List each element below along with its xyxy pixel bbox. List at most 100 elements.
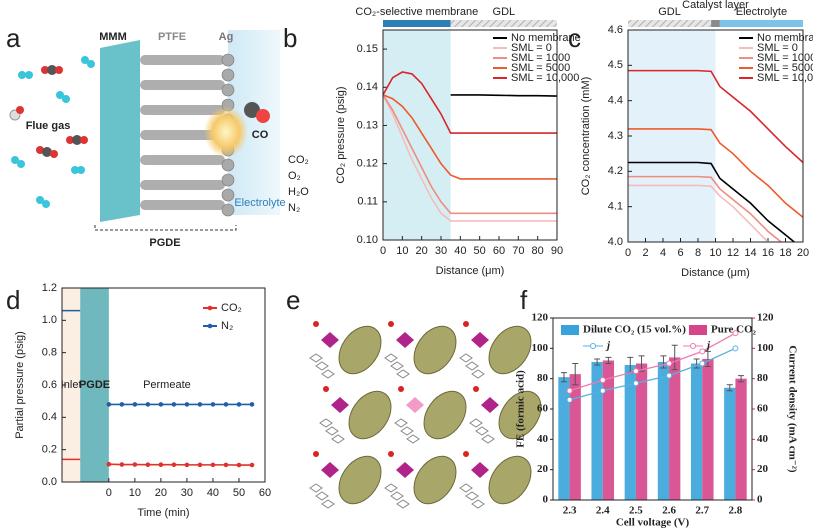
membrane-slab <box>100 40 140 222</box>
marker <box>666 360 673 367</box>
series-line <box>628 175 783 242</box>
linker <box>325 426 339 436</box>
node <box>406 397 424 413</box>
legend-label: O₂ <box>288 170 301 182</box>
label: Electrolyte <box>234 197 285 209</box>
panel-label: a <box>6 23 21 53</box>
label: MMM <box>99 31 127 43</box>
legend-label: SML = 10,000 <box>511 72 579 84</box>
marker <box>223 462 229 468</box>
y-tick-label: 0.11 <box>357 196 378 208</box>
linker <box>400 426 414 436</box>
node <box>471 332 489 348</box>
marker <box>236 462 242 468</box>
ptfe-fibers <box>140 55 225 210</box>
linker <box>315 361 329 371</box>
panel-label: b <box>283 23 297 53</box>
y-tick-label: 0.15 <box>357 43 378 55</box>
x-tick-label: 2.6 <box>662 505 676 517</box>
x-tick-label: 30 <box>181 487 193 499</box>
y-tick-label: 60 <box>537 403 549 415</box>
legend-swatch <box>689 325 707 335</box>
band <box>719 20 803 27</box>
x-tick-label: 10 <box>709 247 721 259</box>
region <box>383 30 451 240</box>
x-tick-label: 10 <box>396 245 408 257</box>
series-line <box>383 94 557 180</box>
y2-tick-label: 20 <box>757 463 769 475</box>
series-line <box>628 184 770 242</box>
y-tick-label: 0.10 <box>357 234 378 246</box>
linker <box>469 418 483 428</box>
error-bar <box>594 358 601 366</box>
linker <box>396 369 410 379</box>
bar <box>591 361 603 500</box>
label: PGDE <box>149 237 180 249</box>
linker <box>459 483 473 493</box>
linker <box>309 353 323 363</box>
legend-label: SML = 10,000 <box>757 72 813 84</box>
y-axis-label: Partial pressure (psig) <box>14 331 26 439</box>
plot-frame <box>627 29 804 243</box>
error-bar <box>693 358 700 369</box>
error-bar <box>660 355 667 369</box>
marker <box>132 402 138 407</box>
linker <box>459 353 473 363</box>
node <box>471 462 489 478</box>
marker <box>566 387 573 394</box>
node <box>481 397 499 413</box>
x-tick-label: 80 <box>532 245 544 257</box>
pore <box>413 325 457 375</box>
marker <box>197 462 203 468</box>
pore <box>348 390 392 440</box>
oxygen <box>463 451 469 457</box>
y-tick-label: 4.2 <box>608 165 623 177</box>
marker <box>666 372 673 379</box>
series-line <box>628 128 803 218</box>
x-tick-label: 2.7 <box>695 505 709 517</box>
x-tick-label: 50 <box>233 487 245 499</box>
linker <box>321 499 335 509</box>
x-tick-label: 70 <box>512 245 524 257</box>
marker <box>145 402 151 407</box>
bar <box>624 365 636 500</box>
chart: 0 20 40 60 80 100 120 0 20 40 60 80 100 120 2.3 2.4 2.5 2… <box>515 312 799 528</box>
y2-tick-label: 100 <box>757 342 774 354</box>
legend-label: SML = 0 <box>511 42 552 54</box>
node <box>331 397 349 413</box>
x-tick-label: 16 <box>762 247 774 259</box>
bar <box>657 361 670 500</box>
band <box>383 20 451 27</box>
band-label: Catalyst layer <box>682 0 749 11</box>
oxygen <box>323 386 329 392</box>
pore <box>338 455 382 505</box>
legend-label: SML = 1000 <box>757 52 813 64</box>
framework-structure <box>309 321 542 509</box>
legend-label: H₂O <box>288 186 309 198</box>
y-tick-label: 0 <box>543 494 549 506</box>
y-tick-label: 1.0 <box>42 314 57 326</box>
bar <box>635 363 648 500</box>
legend-label: SML = 0 <box>757 42 798 54</box>
y2-axis-label: Current density (mA cm⁻²) <box>786 345 798 472</box>
linker <box>471 499 485 509</box>
linker <box>481 434 495 444</box>
x-tick-label: 60 <box>493 245 505 257</box>
chart: CO₂-selective membrane GDL 0.10 0.11 0.12 0.1… <box>335 6 581 277</box>
linker <box>331 434 345 444</box>
x-tick-label: 20 <box>155 487 167 499</box>
marker <box>119 462 125 467</box>
marker <box>223 402 229 407</box>
plot-frame <box>61 287 266 483</box>
y-tick-label: 0.6 <box>42 379 57 391</box>
y-tick-label: 0.2 <box>42 444 57 456</box>
x-axis-label: Distance (μm) <box>681 267 750 279</box>
pore <box>338 325 382 375</box>
marker <box>249 462 255 468</box>
y-tick-label: 40 <box>537 433 549 445</box>
label: PTFE <box>158 31 186 43</box>
band-label: GDL <box>658 6 681 18</box>
x-tick-label: 40 <box>454 245 466 257</box>
